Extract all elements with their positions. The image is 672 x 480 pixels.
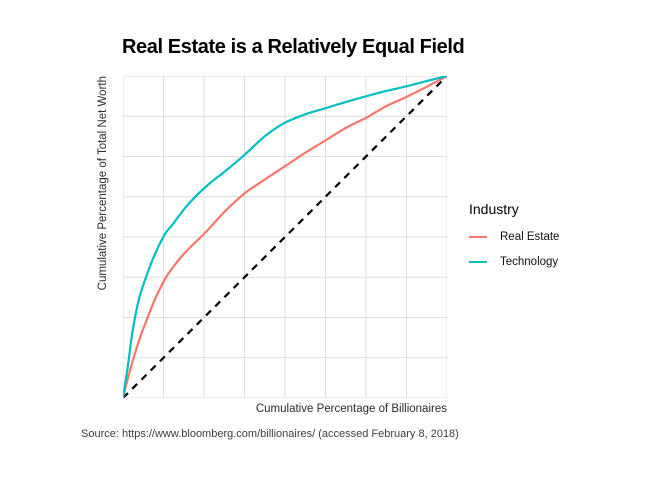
legend: Industry Real Estate Technology	[469, 201, 559, 281]
plot-panel	[123, 76, 447, 398]
real-estate-line	[123, 76, 447, 398]
x-axis-title: Cumulative Percentage of Billionaires	[255, 403, 447, 415]
legend-item-technology: Technology	[469, 256, 559, 268]
legend-label-real-estate: Real Estate	[500, 231, 560, 243]
source-caption: Source: https://www.bloomberg.com/billio…	[81, 428, 459, 440]
real-estate-line-swatch	[469, 236, 487, 238]
y-axis-title: Cumulative Percentage of Total Net Worth	[97, 76, 109, 291]
technology-line-swatch	[469, 261, 487, 263]
legend-label-technology: Technology	[500, 256, 559, 268]
legend-title: Industry	[469, 201, 519, 217]
chart-title: Real Estate is a Relatively Equal Field	[122, 36, 465, 58]
legend-item-real-estate: Real Estate	[469, 231, 559, 243]
line-of-equality-line	[123, 76, 447, 398]
technology-line	[123, 76, 447, 398]
